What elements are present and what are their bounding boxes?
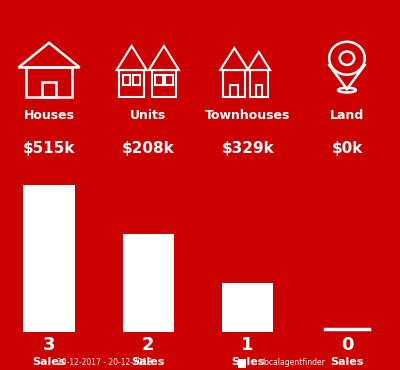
Text: 0: 0 <box>341 336 353 354</box>
Bar <box>133 75 140 85</box>
Bar <box>152 70 176 97</box>
Text: Sales: Sales <box>231 357 264 367</box>
Text: $515k: $515k <box>23 141 75 156</box>
Text: $329k: $329k <box>221 141 274 156</box>
Bar <box>256 85 262 97</box>
FancyBboxPatch shape <box>222 283 274 332</box>
Text: Sales: Sales <box>32 357 66 367</box>
Bar <box>26 67 72 97</box>
Text: Houses: Houses <box>24 109 74 122</box>
Bar <box>123 75 130 85</box>
Text: Sales: Sales <box>330 357 364 367</box>
Text: $208k: $208k <box>122 141 175 156</box>
FancyBboxPatch shape <box>122 234 174 332</box>
FancyBboxPatch shape <box>23 185 75 332</box>
Text: Land: Land <box>330 109 364 122</box>
FancyBboxPatch shape <box>238 359 246 367</box>
Bar <box>155 75 162 85</box>
Text: 20-12-2017 - 20-12-2018: 20-12-2017 - 20-12-2018 <box>57 358 152 367</box>
Bar <box>42 82 56 97</box>
Text: localagentfinder: localagentfinder <box>262 358 325 367</box>
Text: 2: 2 <box>142 336 155 354</box>
Text: 1: 1 <box>242 336 254 354</box>
Text: Townhouses: Townhouses <box>205 109 290 122</box>
Text: Sales: Sales <box>132 357 165 367</box>
Text: $0k: $0k <box>331 141 363 156</box>
Bar <box>250 70 268 97</box>
Bar <box>223 70 245 97</box>
Bar <box>120 70 144 97</box>
Bar <box>230 85 238 97</box>
Text: Units: Units <box>130 109 166 122</box>
Bar <box>165 75 172 85</box>
Text: 3: 3 <box>43 336 55 354</box>
